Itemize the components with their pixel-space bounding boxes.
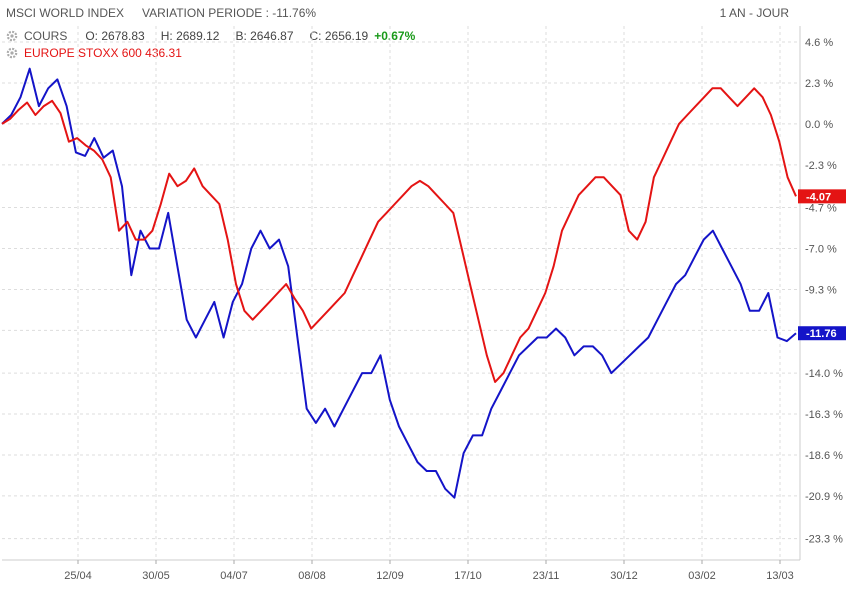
- open-value: O: 2678.83: [85, 29, 145, 43]
- x-tick-label: 12/09: [376, 570, 404, 582]
- last-value-label: -4.07: [806, 191, 831, 203]
- y-tick-label: 4.6 %: [805, 37, 833, 49]
- x-tick-label: 23/11: [533, 570, 560, 582]
- y-tick-label: 0.0 %: [805, 119, 833, 131]
- y-tick-label: -4.7 %: [805, 203, 837, 215]
- x-tick-label: 30/05: [142, 570, 170, 582]
- period-selector[interactable]: 1 AN - JOUR: [719, 6, 789, 20]
- quote-row: COURS O: 2678.83 H: 2689.12 B: 2646.87 C…: [6, 29, 415, 43]
- x-tick-label: 03/02: [688, 570, 716, 582]
- gear-icon[interactable]: [6, 30, 18, 42]
- last-value-label: -11.76: [806, 328, 837, 340]
- y-tick-label: -7.0 %: [805, 244, 837, 256]
- compare-row: EUROPE STOXX 600 436.31: [6, 46, 182, 60]
- y-tick-label: -16.3 %: [805, 409, 843, 421]
- compare-label: EUROPE STOXX 600 436.31: [24, 46, 182, 60]
- y-tick-label: -9.3 %: [805, 284, 837, 296]
- x-tick-label: 13/03: [766, 570, 794, 582]
- x-tick-label: 17/10: [454, 570, 482, 582]
- series-line-1: [1, 87, 797, 383]
- series-line-0: [1, 67, 797, 499]
- x-tick-label: 04/07: [220, 570, 248, 582]
- index-title: MSCI WORLD INDEX: [6, 6, 125, 20]
- high-value: H: 2689.12: [160, 29, 220, 43]
- low-value: B: 2646.87: [235, 29, 294, 43]
- last-value-badge: [798, 189, 846, 204]
- x-axis: 25/04 30/05 04/07 08/08 12/09 17/10 23/11 30/12…: [64, 570, 794, 582]
- series-lines: [1, 67, 797, 499]
- change-value: +0.67%: [374, 29, 416, 43]
- grid: [2, 26, 801, 564]
- quote-label: COURS: [24, 29, 68, 43]
- y-tick-label: -23.3 %: [805, 534, 843, 546]
- last-value-badge: [798, 326, 846, 341]
- x-tick-label: 08/08: [298, 570, 326, 582]
- y-tick-label: -20.9 %: [805, 491, 843, 503]
- variation-periode: VARIATION PERIODE : -11.76%: [142, 6, 317, 20]
- y-tick-label: 2.3 %: [805, 78, 833, 90]
- x-tick-label: 30/12: [610, 570, 638, 582]
- y-tick-label: -18.6 %: [805, 450, 843, 462]
- gear-icon[interactable]: [6, 47, 18, 59]
- last-value-labels: -11.76 -4.07: [798, 189, 846, 341]
- y-tick-label: -14.0 %: [805, 368, 843, 380]
- y-tick-label: -2.3 %: [805, 160, 837, 172]
- close-value: C: 2656.19: [309, 29, 369, 43]
- x-tick-label: 25/04: [64, 570, 92, 582]
- y-axis: 4.6 % 2.3 % 0.0 % -2.3 % -4.7 % -7.0 % -9.3 % -…: [805, 37, 843, 546]
